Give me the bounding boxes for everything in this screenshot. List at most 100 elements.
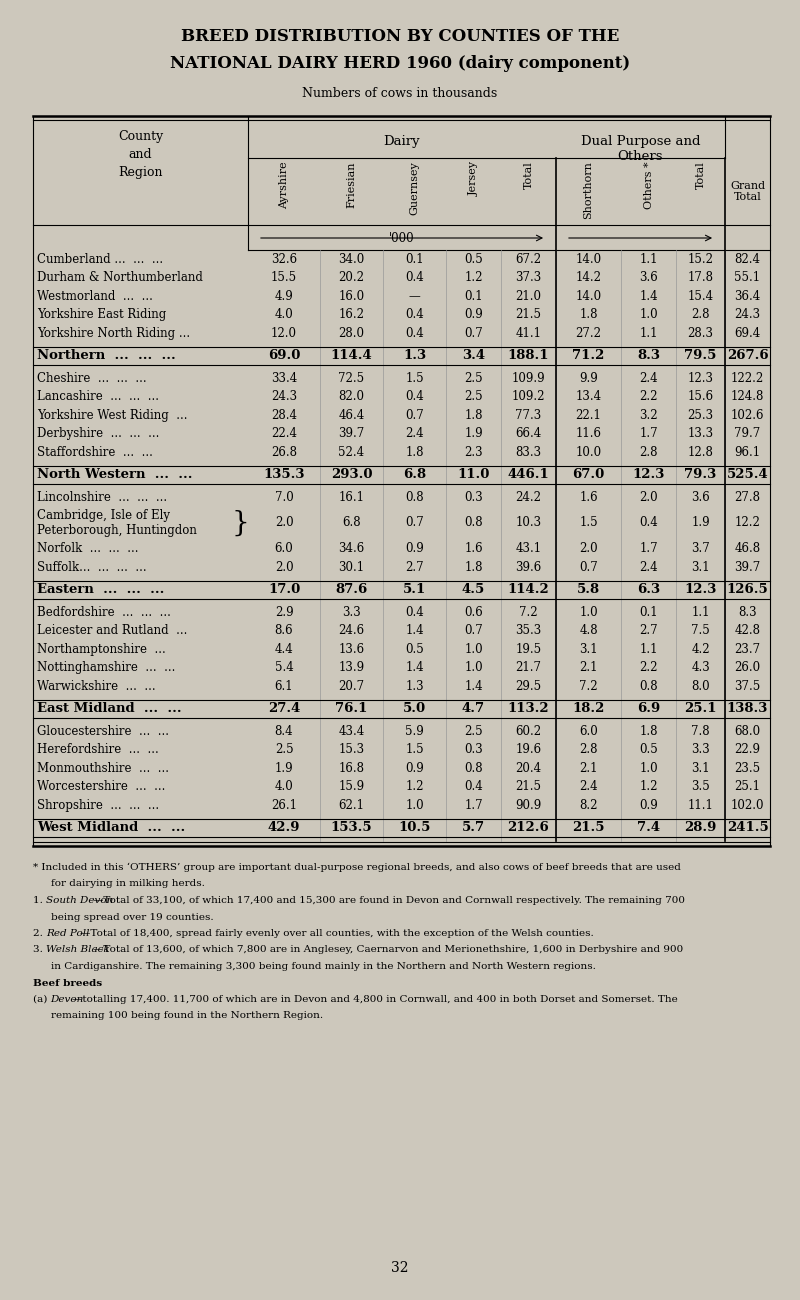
Text: 8.2: 8.2 (579, 798, 598, 811)
Text: 6.3: 6.3 (637, 584, 660, 597)
Text: 3.5: 3.5 (691, 780, 710, 793)
Text: 20.2: 20.2 (338, 272, 365, 285)
Text: 7.5: 7.5 (691, 624, 710, 637)
Text: 8.4: 8.4 (274, 725, 294, 738)
Text: 2.4: 2.4 (639, 372, 658, 385)
Text: West Midland  ...  ...: West Midland ... ... (37, 822, 186, 835)
Text: Derbyshire  ...  ...  ...: Derbyshire ... ... ... (37, 428, 159, 441)
Text: 36.4: 36.4 (734, 290, 761, 303)
Text: 114.4: 114.4 (330, 350, 372, 363)
Text: 2.1: 2.1 (579, 762, 598, 775)
Text: 3.7: 3.7 (691, 542, 710, 555)
Text: 15.6: 15.6 (687, 390, 714, 403)
Text: 12.3: 12.3 (687, 372, 714, 385)
Text: 8.6: 8.6 (274, 624, 294, 637)
Text: 22.1: 22.1 (575, 408, 602, 421)
Text: 52.4: 52.4 (338, 446, 365, 459)
Text: for dairying in milking herds.: for dairying in milking herds. (51, 880, 205, 888)
Text: 2.4: 2.4 (579, 780, 598, 793)
Text: 267.6: 267.6 (726, 350, 768, 363)
Text: 24.3: 24.3 (734, 308, 761, 321)
Text: 109.9: 109.9 (512, 372, 546, 385)
Text: 27.4: 27.4 (268, 702, 300, 715)
Text: 2.2: 2.2 (639, 662, 658, 675)
Text: 0.4: 0.4 (405, 326, 424, 339)
Text: 13.9: 13.9 (338, 662, 365, 675)
Text: 10.3: 10.3 (515, 516, 542, 529)
Text: 2.: 2. (33, 930, 46, 939)
Text: 41.1: 41.1 (515, 326, 542, 339)
Text: Leicester and Rutland  ...: Leicester and Rutland ... (37, 624, 187, 637)
Text: 0.4: 0.4 (464, 780, 483, 793)
Text: 126.5: 126.5 (726, 584, 768, 597)
Text: 60.2: 60.2 (515, 725, 542, 738)
Text: 1.6: 1.6 (464, 542, 483, 555)
Text: South Devon: South Devon (46, 896, 113, 905)
Text: 16.2: 16.2 (338, 308, 365, 321)
Text: 21.5: 21.5 (572, 822, 605, 835)
Text: 4.0: 4.0 (274, 308, 294, 321)
Text: BREED DISTRIBUTION BY COUNTIES OF THE: BREED DISTRIBUTION BY COUNTIES OF THE (181, 29, 619, 46)
Text: 26.8: 26.8 (271, 446, 297, 459)
Text: 66.4: 66.4 (515, 428, 542, 441)
Text: 3.2: 3.2 (639, 408, 658, 421)
Text: Durham & Northumberland: Durham & Northumberland (37, 272, 203, 285)
Text: 20.7: 20.7 (338, 680, 365, 693)
Text: Monmouthshire  ...  ...: Monmouthshire ... ... (37, 762, 169, 775)
Text: Nottinghamshire  ...  ...: Nottinghamshire ... ... (37, 662, 175, 675)
Text: 34.6: 34.6 (338, 542, 365, 555)
Text: 2.2: 2.2 (639, 390, 658, 403)
Text: 43.1: 43.1 (515, 542, 542, 555)
Text: 11.1: 11.1 (687, 798, 714, 811)
Text: 0.1: 0.1 (464, 290, 483, 303)
Text: 2.5: 2.5 (464, 390, 483, 403)
Text: 13.4: 13.4 (575, 390, 602, 403)
Text: Gloucestershire  ...  ...: Gloucestershire ... ... (37, 725, 169, 738)
Text: Northamptonshire  ...: Northamptonshire ... (37, 642, 166, 655)
Text: 19.5: 19.5 (515, 642, 542, 655)
Text: 5.7: 5.7 (462, 822, 485, 835)
Text: Others *: Others * (643, 161, 654, 208)
Text: Westmorland  ...  ...: Westmorland ... ... (37, 290, 153, 303)
Text: 25.1: 25.1 (684, 702, 717, 715)
Text: Ayrshire: Ayrshire (279, 161, 289, 208)
Text: 1.4: 1.4 (464, 680, 483, 693)
Text: 1.: 1. (33, 896, 46, 905)
Text: 1.2: 1.2 (464, 272, 482, 285)
Text: 1.5: 1.5 (405, 744, 424, 757)
Text: 3.1: 3.1 (691, 762, 710, 775)
Text: 24.3: 24.3 (271, 390, 297, 403)
Text: 1.3: 1.3 (403, 350, 426, 363)
Text: 28.3: 28.3 (687, 326, 714, 339)
Text: Numbers of cows in thousands: Numbers of cows in thousands (302, 87, 498, 100)
Text: 0.4: 0.4 (405, 272, 424, 285)
Text: 33.4: 33.4 (271, 372, 297, 385)
Text: 102.0: 102.0 (730, 798, 764, 811)
Text: 114.2: 114.2 (508, 584, 550, 597)
Text: Cumberland ...  ...  ...: Cumberland ... ... ... (37, 252, 163, 265)
Text: 0.4: 0.4 (405, 308, 424, 321)
Text: 5.8: 5.8 (577, 584, 600, 597)
Text: in Cardiganshire. The remaining 3,300 being found mainly in the Northern and Nor: in Cardiganshire. The remaining 3,300 be… (51, 962, 596, 971)
Text: 153.5: 153.5 (330, 822, 372, 835)
Text: Cheshire  ...  ...  ...: Cheshire ... ... ... (37, 372, 146, 385)
Text: Northern  ...  ...  ...: Northern ... ... ... (37, 350, 176, 363)
Text: 1.6: 1.6 (579, 490, 598, 503)
Text: 446.1: 446.1 (508, 468, 550, 481)
Text: 21.7: 21.7 (515, 662, 542, 675)
Text: 2.7: 2.7 (405, 560, 424, 573)
Text: Dairy: Dairy (384, 135, 420, 148)
Text: 8.0: 8.0 (691, 680, 710, 693)
Text: 8.3: 8.3 (637, 350, 660, 363)
Text: 12.2: 12.2 (734, 516, 761, 529)
Text: 1.0: 1.0 (639, 762, 658, 775)
Text: 21.0: 21.0 (515, 290, 542, 303)
Text: 0.7: 0.7 (579, 560, 598, 573)
Text: 1.8: 1.8 (639, 725, 658, 738)
Text: Welsh Black: Welsh Black (46, 945, 110, 954)
Text: 2.0: 2.0 (274, 560, 294, 573)
Text: 12.3: 12.3 (632, 468, 665, 481)
Text: 21.5: 21.5 (515, 780, 542, 793)
Text: 4.9: 4.9 (274, 290, 294, 303)
Text: 27.2: 27.2 (575, 326, 602, 339)
